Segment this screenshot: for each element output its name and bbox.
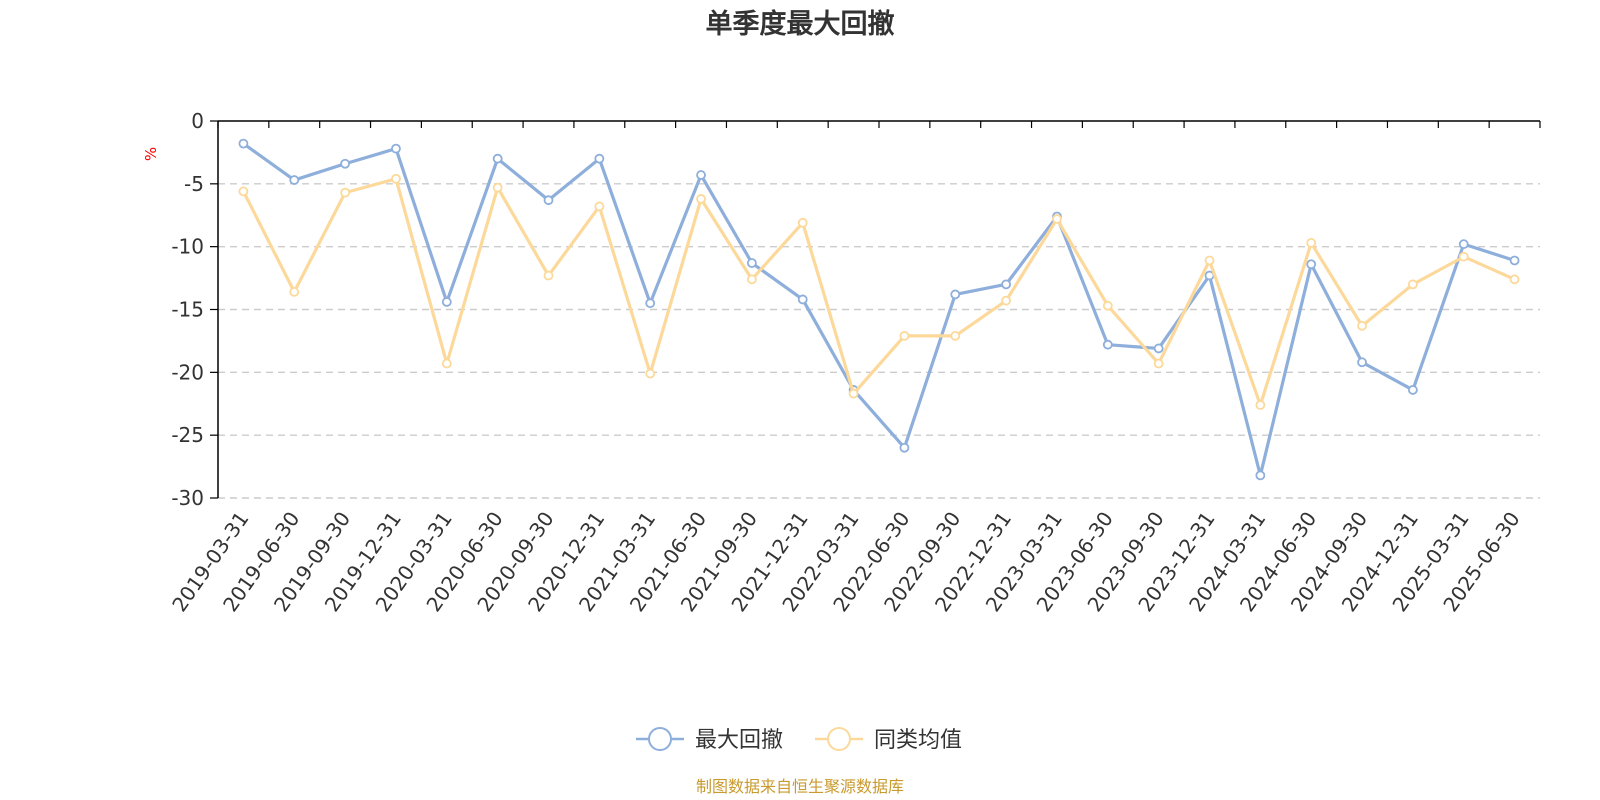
data-point[interactable] bbox=[289, 287, 300, 297]
data-point[interactable] bbox=[746, 258, 757, 268]
data-point[interactable] bbox=[441, 297, 452, 307]
data-point[interactable] bbox=[1407, 385, 1418, 395]
data-point[interactable] bbox=[543, 195, 554, 206]
grid-lines bbox=[218, 183, 1540, 499]
y-tick-label: -15 bbox=[171, 298, 204, 322]
data-point[interactable] bbox=[1357, 357, 1367, 368]
data-point[interactable] bbox=[797, 217, 808, 228]
series-2 bbox=[238, 173, 1520, 410]
legend-item[interactable]: 最大回撤 bbox=[636, 727, 783, 753]
data-point[interactable] bbox=[645, 368, 656, 379]
data-point[interactable] bbox=[492, 182, 503, 193]
data-point[interactable] bbox=[340, 158, 351, 169]
data-point[interactable] bbox=[543, 270, 554, 281]
data-point[interactable] bbox=[1407, 279, 1418, 290]
y-tick-label: -20 bbox=[171, 360, 204, 384]
data-point[interactable] bbox=[1001, 279, 1012, 290]
series-1 bbox=[238, 138, 1520, 481]
data-point[interactable] bbox=[1509, 274, 1520, 285]
data-point[interactable] bbox=[594, 153, 605, 164]
data-point[interactable] bbox=[950, 330, 961, 341]
legend-circle-marker bbox=[827, 727, 851, 751]
data-point[interactable] bbox=[1255, 470, 1266, 481]
series-line bbox=[242, 142, 1516, 477]
y-tick-label: -30 bbox=[171, 486, 204, 510]
data-point[interactable] bbox=[1357, 320, 1367, 331]
data-point[interactable] bbox=[340, 187, 351, 198]
data-point[interactable] bbox=[1458, 239, 1469, 250]
data-point[interactable] bbox=[441, 358, 452, 369]
data-point[interactable] bbox=[696, 194, 706, 204]
data-point[interactable] bbox=[238, 186, 249, 197]
data-point[interactable] bbox=[1204, 255, 1215, 266]
legend-item[interactable]: 同类均值 bbox=[815, 727, 962, 753]
data-point[interactable] bbox=[848, 388, 859, 399]
data-point[interactable] bbox=[1306, 259, 1317, 270]
data-point[interactable] bbox=[899, 442, 910, 453]
legend-label: 最大回撤 bbox=[695, 728, 783, 753]
legend-circle-marker bbox=[648, 727, 672, 751]
data-point[interactable] bbox=[1509, 255, 1520, 266]
data-point[interactable] bbox=[797, 294, 808, 305]
legend[interactable]: 最大回撤 同类均值 bbox=[636, 727, 962, 753]
series-lines bbox=[238, 138, 1520, 481]
data-point[interactable] bbox=[289, 175, 300, 185]
data-point[interactable] bbox=[1052, 214, 1062, 224]
data-point[interactable] bbox=[950, 289, 961, 300]
data-point[interactable] bbox=[746, 274, 757, 285]
y-tick-label: -10 bbox=[171, 235, 204, 259]
data-point[interactable] bbox=[594, 201, 605, 212]
data-point[interactable] bbox=[391, 173, 401, 184]
series-line bbox=[241, 177, 1516, 407]
y-axis-unit-label: % bbox=[142, 147, 160, 161]
source-note: 制图数据来自恒生聚源数据库 bbox=[696, 777, 904, 796]
legend-label: 同类均值 bbox=[874, 728, 962, 753]
data-point[interactable] bbox=[391, 143, 401, 154]
data-point[interactable] bbox=[899, 330, 910, 341]
data-point[interactable] bbox=[1102, 339, 1113, 350]
data-point[interactable] bbox=[696, 170, 706, 180]
data-point[interactable] bbox=[1306, 237, 1317, 248]
y-tick-label: -25 bbox=[171, 423, 204, 447]
data-point[interactable] bbox=[492, 153, 503, 164]
y-tick-label: -5 bbox=[184, 172, 204, 196]
data-point[interactable] bbox=[1458, 251, 1469, 262]
data-point[interactable] bbox=[1255, 400, 1266, 410]
data-point[interactable] bbox=[1153, 358, 1164, 369]
data-point[interactable] bbox=[1102, 300, 1113, 311]
chart-title: 单季度最大回撤 bbox=[706, 8, 895, 40]
data-point[interactable] bbox=[238, 138, 249, 149]
y-tick-label: 0 bbox=[191, 109, 204, 133]
data-point[interactable] bbox=[1001, 295, 1012, 306]
data-point[interactable] bbox=[645, 298, 656, 309]
data-point[interactable] bbox=[1153, 343, 1164, 354]
